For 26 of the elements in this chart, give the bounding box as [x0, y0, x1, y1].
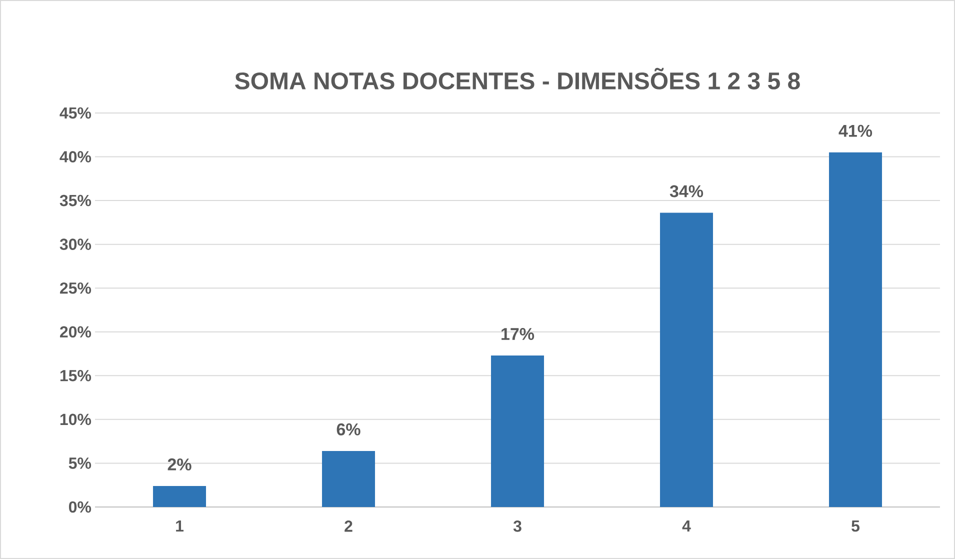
data-label: 41%: [838, 124, 872, 137]
data-label: 2%: [168, 458, 192, 470]
y-tick-label: 15%: [60, 370, 92, 382]
x-tick-label: 5: [852, 520, 860, 532]
y-tick-label: 0%: [68, 501, 92, 513]
bar: [491, 356, 544, 507]
chart-title: SOMA NOTAS DOCENTES - DIMENSÕES 1 2 3 5 8: [235, 68, 800, 90]
bar: [828, 152, 882, 507]
x-tick-label: 4: [682, 520, 691, 532]
y-tick-label: 10%: [60, 414, 92, 426]
x-tick-label: 1: [176, 520, 184, 532]
data-label: 34%: [670, 185, 704, 198]
y-tick-label: 25%: [60, 282, 92, 294]
data-label: 6%: [336, 423, 360, 436]
y-tick-label: 20%: [60, 326, 92, 338]
x-tick-label: 3: [513, 520, 522, 532]
y-tick-label: 45%: [60, 107, 92, 119]
bar: [660, 212, 713, 507]
bar: [153, 486, 206, 507]
y-tick-label: 5%: [68, 458, 92, 469]
bar: [322, 450, 376, 507]
data-label: 17%: [502, 328, 534, 340]
y-tick-label: 30%: [60, 238, 92, 250]
y-tick-label: 35%: [60, 194, 92, 206]
y-tick-label: 40%: [60, 151, 92, 162]
x-tick-label: 2: [344, 520, 352, 532]
